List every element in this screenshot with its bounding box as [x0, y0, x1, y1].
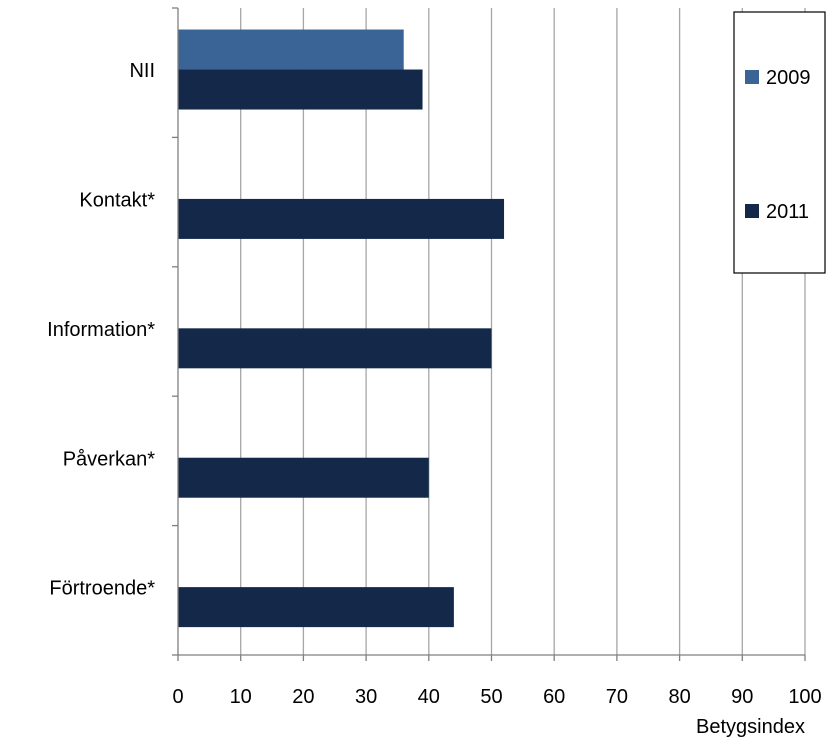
x-tick-label: 60 [543, 686, 565, 708]
x-tick-label: 20 [292, 686, 314, 708]
tick-labels: 0 10 20 30 40 50 60 70 80 90 100 [172, 686, 821, 708]
x-tick-label: 80 [668, 686, 690, 708]
bar-2011 [178, 198, 505, 239]
bar-2011 [178, 69, 423, 110]
category-label: Påverkan* [63, 448, 155, 470]
category-label: NII [129, 60, 155, 82]
category-label: Förtroende* [49, 578, 155, 600]
x-tick-label: 10 [230, 686, 252, 708]
bar-2011 [178, 328, 492, 369]
x-tick-label: 100 [788, 686, 821, 708]
legend-box [733, 11, 826, 274]
bar-2011 [178, 457, 429, 498]
bar-2009 [178, 29, 404, 70]
legend-swatch-2009 [745, 70, 759, 84]
legend: 2009 2011 [733, 11, 826, 274]
category-labels: NII Kontakt* Information* Påverkan* Förtroen… [47, 60, 155, 600]
x-tick-label: 50 [480, 686, 502, 708]
x-tick-label: 30 [355, 686, 377, 708]
legend-items: 2009 2011 [745, 67, 811, 223]
category-label: Information* [47, 319, 155, 341]
axes [172, 7, 806, 661]
x-tick-label: 70 [606, 686, 628, 708]
x-tick-label: 90 [731, 686, 753, 708]
x-tick-label: 40 [418, 686, 440, 708]
legend-label-2009: 2009 [766, 67, 811, 89]
legend-label-2011: 2011 [766, 201, 809, 223]
bar-2011 [178, 587, 454, 628]
bars [178, 29, 505, 628]
category-label: Kontakt* [79, 190, 155, 212]
x-tick-label: 0 [172, 686, 183, 708]
legend-swatch-2011 [745, 204, 759, 218]
x-axis-title: Betygsindex [696, 716, 805, 738]
